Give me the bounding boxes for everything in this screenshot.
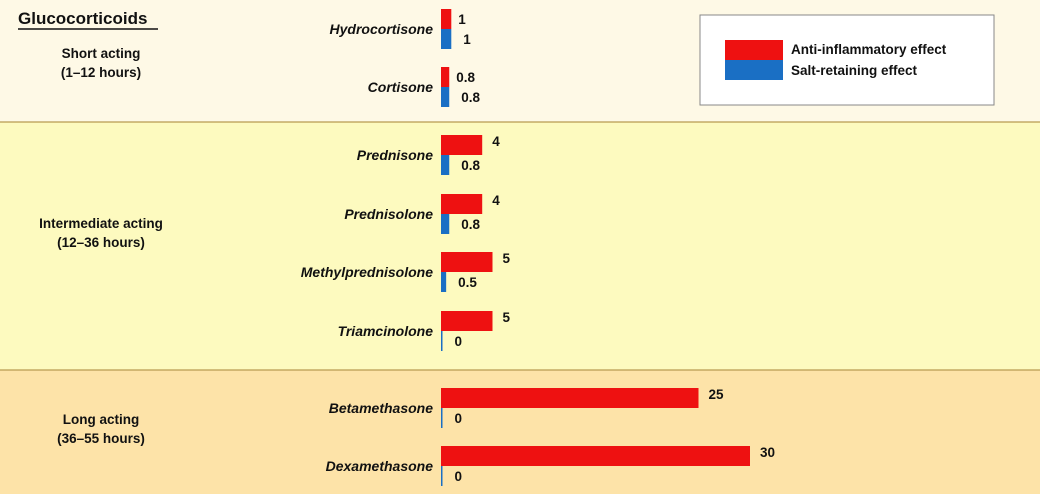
value-salt-prednisone: 0.8	[461, 158, 480, 173]
bar-salt-cortisone	[441, 87, 450, 107]
bar-anti-methylprednisolone	[441, 252, 493, 272]
legend-swatch-anti-inflammatory	[725, 40, 783, 60]
value-salt-hydrocortisone: 1	[463, 32, 471, 47]
drug-label-hydrocortisone: Hydrocortisone	[330, 21, 434, 37]
value-anti-prednisone: 4	[492, 134, 500, 149]
value-salt-dexamethasone: 0	[455, 469, 463, 484]
group-label-short: Short acting	[62, 46, 141, 61]
bar-anti-prednisone	[441, 135, 483, 155]
bar-salt-prednisolone	[441, 214, 450, 234]
bar-anti-betamethasone	[441, 388, 699, 408]
intermediate-acting-band	[0, 122, 1040, 370]
legend-swatch-salt-retaining	[725, 60, 783, 80]
value-anti-hydrocortisone: 1	[458, 12, 466, 27]
bar-salt-betamethasone	[441, 408, 443, 428]
group-label-short-duration: (1–12 hours)	[61, 65, 141, 80]
bar-anti-cortisone	[441, 67, 450, 87]
bar-salt-dexamethasone	[441, 466, 443, 486]
group-label-intermediate: Intermediate acting	[39, 216, 163, 231]
drug-label-methylprednisolone: Methylprednisolone	[301, 264, 433, 280]
value-anti-prednisolone: 4	[492, 193, 500, 208]
legend-label-salt-retaining: Salt-retaining effect	[791, 63, 918, 78]
drug-label-betamethasone: Betamethasone	[329, 400, 433, 416]
drug-label-dexamethasone: Dexamethasone	[326, 458, 434, 474]
value-salt-triamcinolone: 0	[455, 334, 463, 349]
chart-title: Glucocorticoids	[18, 9, 147, 28]
value-salt-betamethasone: 0	[455, 411, 463, 426]
bar-anti-dexamethasone	[441, 446, 750, 466]
bar-salt-hydrocortisone	[441, 29, 452, 49]
bar-anti-prednisolone	[441, 194, 483, 214]
value-anti-dexamethasone: 30	[760, 445, 775, 460]
drug-label-prednisone: Prednisone	[357, 147, 433, 163]
legend-label-anti-inflammatory: Anti-inflammatory effect	[791, 42, 947, 57]
value-anti-cortisone: 0.8	[456, 70, 475, 85]
drug-label-cortisone: Cortisone	[368, 79, 434, 95]
group-label-long-duration: (36–55 hours)	[57, 431, 145, 446]
value-anti-methylprednisolone: 5	[503, 251, 511, 266]
value-anti-triamcinolone: 5	[503, 310, 511, 325]
bars-layer: Hydrocortisone 1 1 Cortisone 0.8 0.8 Prednison…	[301, 9, 775, 486]
bar-salt-prednisone	[441, 155, 450, 175]
drug-label-triamcinolone: Triamcinolone	[338, 323, 434, 339]
value-salt-cortisone: 0.8	[461, 90, 480, 105]
group-label-intermediate-duration: (12–36 hours)	[57, 235, 145, 250]
value-salt-methylprednisolone: 0.5	[458, 275, 477, 290]
value-anti-betamethasone: 25	[709, 387, 725, 402]
group-label-long: Long acting	[63, 412, 140, 427]
bar-anti-hydrocortisone	[441, 9, 452, 29]
drug-label-prednisolone: Prednisolone	[344, 206, 433, 222]
bar-salt-methylprednisolone	[441, 272, 447, 292]
bar-salt-triamcinolone	[441, 331, 443, 351]
bar-anti-triamcinolone	[441, 311, 493, 331]
value-salt-prednisolone: 0.8	[461, 217, 480, 232]
legend: Anti-inflammatory effect Salt-retaining …	[699, 14, 995, 106]
